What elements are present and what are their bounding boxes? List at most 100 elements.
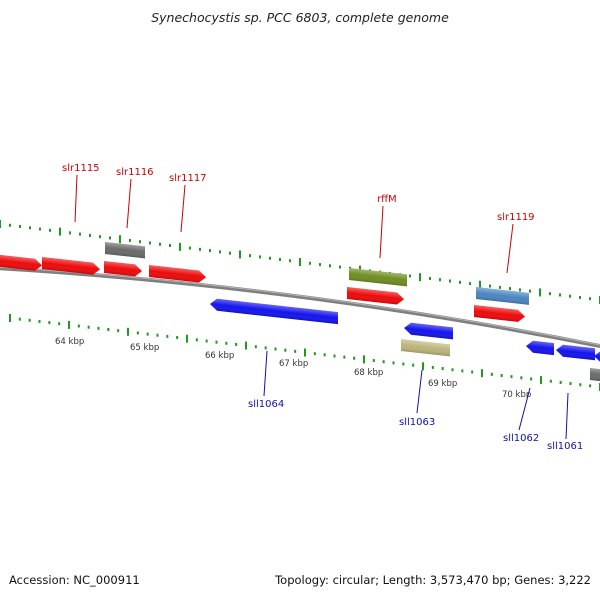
gene-label-sll1062[interactable]: sll1062: [503, 433, 539, 444]
gene-label-rffM[interactable]: rffM: [377, 194, 397, 205]
inner-track-major-tick: [540, 376, 542, 385]
inner-track-minor-tick: [107, 328, 110, 331]
inner-track-minor-tick: [195, 338, 198, 342]
outer-track-minor-tick: [319, 263, 321, 267]
outer-track-minor-tick: [329, 264, 331, 268]
label-leader-lines: [74, 174, 569, 440]
gene-box-sll1063-shading: [401, 338, 450, 357]
leader-slr1119: [506, 223, 514, 274]
inner-track-minor-tick: [215, 340, 218, 344]
leader-sll1063: [416, 369, 423, 414]
gene-arrow-slr1115[interactable]: [42, 257, 100, 275]
outer-track-minor-tick: [309, 261, 311, 265]
outer-track-major-tick: [419, 273, 421, 282]
outer-track-minor-tick: [549, 292, 551, 296]
inner-track-minor-tick: [166, 334, 169, 338]
outer-track-minor-tick: [269, 256, 271, 260]
inner-track-minor-tick: [461, 369, 464, 373]
inner-track-major-tick: [422, 362, 424, 371]
inner-track-minor-tick: [579, 383, 582, 387]
outer-track-major-tick: [59, 227, 61, 236]
gene-box-sll1063[interactable]: [401, 338, 450, 357]
inner-track-minor-tick: [205, 339, 208, 343]
outer-track-minor-tick: [89, 233, 91, 237]
gene-box-slr1119-shading: [476, 286, 529, 305]
gene-label-slr1116[interactable]: slr1116: [116, 167, 154, 178]
outer-track-minor-tick: [49, 228, 51, 232]
outer-track-minor-tick: [79, 232, 81, 236]
inner-track-minor-tick: [254, 345, 257, 349]
gene-box-gray-shading: [105, 241, 145, 259]
gene-arrow-blue-68kbp[interactable]: [404, 322, 453, 340]
tick-label-66kbp: 66 kbp: [205, 351, 234, 361]
outer-track-minor-tick: [489, 284, 491, 288]
outer-track-minor-tick: [159, 242, 161, 246]
outer-track-minor-tick: [109, 236, 111, 240]
outer-track-minor-tick: [459, 280, 461, 284]
tick-label-65kbp: 65 kbp: [130, 343, 159, 353]
gene-arrow-sll1061[interactable]: [556, 344, 595, 361]
topology-text: Topology: circular; Length: 3,573,470 bp…: [275, 573, 591, 587]
gene-arrow-red-68kbp[interactable]: [347, 287, 404, 305]
gene-arrow-sll1062[interactable]: [526, 340, 554, 356]
gene-arrow-slr1114[interactable]: [0, 254, 42, 272]
outer-track-minor-tick: [189, 246, 191, 250]
gene-box-rffM[interactable]: [349, 268, 407, 287]
gene-label-slr1117[interactable]: slr1117: [169, 173, 207, 184]
outer-track-minor-tick: [579, 295, 581, 299]
leader-slr1117: [180, 184, 186, 233]
gene-box-gray-edge-shading: [590, 367, 600, 382]
outer-track-minor-tick: [129, 238, 131, 242]
gene-arrow-sll1064[interactable]: [210, 298, 338, 325]
inner-track-minor-tick: [392, 361, 395, 365]
outer-track-minor-tick: [139, 240, 141, 244]
gene-box-gray[interactable]: [105, 241, 145, 259]
inner-track-minor-tick: [520, 376, 523, 380]
gene-label-slr1115[interactable]: slr1115: [62, 163, 100, 174]
inner-track-minor-tick: [412, 363, 415, 367]
inner-track-major-tick: [363, 355, 365, 364]
gene-arrow-red-68kbp-shading: [347, 287, 404, 305]
gene-arrow-sll1064-shading: [210, 298, 338, 325]
leader-sll1064: [263, 350, 268, 397]
gene-label-slr1119[interactable]: slr1119: [497, 212, 535, 223]
inner-track-minor-tick: [471, 370, 474, 374]
inner-tick-track: [9, 314, 600, 391]
inner-track-minor-tick: [225, 341, 228, 345]
inner-track-minor-tick: [490, 372, 493, 376]
outer-track-minor-tick: [69, 231, 71, 235]
gene-box-slr1119[interactable]: [476, 286, 529, 305]
inner-track-minor-tick: [549, 379, 552, 383]
outer-track-minor-tick: [279, 257, 281, 261]
inner-track-minor-tick: [530, 377, 533, 381]
genome-backbone-highlight: [0, 266, 600, 346]
outer-track-minor-tick: [519, 288, 521, 292]
gene-box-gray-edge[interactable]: [590, 367, 600, 382]
outer-track-minor-tick: [409, 274, 411, 278]
outer-track-minor-tick: [289, 259, 291, 263]
outer-track-minor-tick: [29, 226, 31, 230]
inner-track-minor-tick: [589, 384, 592, 388]
inner-track-minor-tick: [510, 375, 513, 379]
gene-arrow-slr1117[interactable]: [149, 265, 206, 283]
gene-arrow-slr1116[interactable]: [104, 261, 142, 277]
outer-track-major-tick: [479, 280, 481, 289]
gene-arrow-edge-shading: [594, 350, 600, 364]
gene-label-sll1063[interactable]: sll1063: [399, 417, 435, 428]
inner-track-minor-tick: [313, 352, 316, 356]
inner-track-minor-tick: [431, 365, 434, 369]
gene-label-sll1061[interactable]: sll1061: [547, 441, 583, 452]
outer-track-major-tick: [539, 288, 541, 297]
inner-track-minor-tick: [58, 322, 61, 326]
inner-track-minor-tick: [136, 331, 139, 335]
outer-track-major-tick: [299, 258, 301, 266]
gene-label-sll1064[interactable]: sll1064: [248, 399, 284, 410]
tick-label-64kbp: 64 kbp: [55, 337, 84, 347]
gene-arrow-blue-68kbp-shading: [404, 322, 453, 340]
gene-arrow-slr1117-shading: [149, 265, 206, 283]
gene-arrow-edge[interactable]: [594, 350, 600, 364]
gene-arrow-slr1116-shading: [104, 261, 142, 277]
gene-arrow-red-70kbp[interactable]: [474, 305, 525, 323]
outer-track-major-tick: [0, 220, 1, 228]
